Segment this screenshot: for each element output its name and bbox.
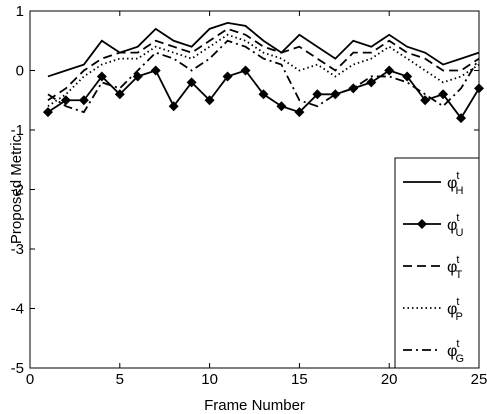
data-point-U	[258, 89, 269, 100]
legend-label-U: φt U	[447, 212, 463, 239]
y-tick-label: -4	[11, 301, 24, 318]
data-point-U	[42, 107, 53, 118]
y-tick-label: -5	[11, 360, 24, 377]
legend-label-H: φt H	[447, 170, 463, 197]
y-axis-label: Proposed Metric	[8, 134, 25, 244]
legend-label-P: φt P	[447, 296, 463, 323]
legend-box	[394, 157, 480, 369]
data-point-U	[150, 65, 161, 76]
y-axis-ticks: 1 0 -1 -2 -3 -4 -5	[11, 3, 479, 377]
x-axis-ticks: 0 5 10 15 20 25	[26, 11, 487, 388]
x-tick-label: 0	[26, 371, 34, 388]
data-point-U	[186, 77, 197, 88]
data-point-U	[276, 101, 287, 112]
series-line-T	[47, 27, 480, 102]
x-tick-label: 10	[201, 371, 218, 388]
data-point-U	[204, 95, 215, 106]
data-point-U	[420, 95, 431, 106]
data-point-U	[78, 95, 89, 106]
data-point-U	[222, 71, 233, 82]
legend: φt H φt U φt T φt P φt G	[394, 157, 480, 369]
x-tick-label: 25	[471, 371, 487, 388]
data-point-U	[474, 83, 484, 94]
series-layer	[42, 21, 484, 124]
legend-marker-U	[417, 219, 427, 229]
series-line-P	[47, 33, 480, 107]
data-point-U	[114, 89, 125, 100]
data-point-U	[366, 77, 377, 88]
y-tick-label: -1	[11, 122, 24, 139]
y-tick-label: -3	[11, 241, 24, 258]
data-point-U	[60, 95, 71, 106]
x-tick-label: 5	[116, 371, 124, 388]
data-point-U	[402, 71, 413, 82]
legend-label-T: φt T	[447, 254, 462, 281]
x-axis-label: Frame Number	[204, 397, 305, 414]
legend-label-G: φt G	[447, 338, 464, 365]
data-point-U	[456, 113, 467, 124]
y-tick-label: -2	[11, 182, 24, 199]
data-point-U	[168, 101, 179, 112]
x-tick-label: 20	[381, 371, 398, 388]
data-point-U	[96, 71, 107, 82]
data-point-U	[438, 89, 449, 100]
data-point-U	[240, 65, 251, 76]
data-point-U	[294, 107, 305, 118]
y-tick-label: 0	[16, 63, 24, 80]
data-point-U	[312, 89, 323, 100]
x-tick-label: 15	[291, 371, 308, 388]
series-line-G	[47, 39, 480, 114]
y-tick-label: 1	[16, 3, 24, 20]
data-point-U	[384, 65, 395, 76]
